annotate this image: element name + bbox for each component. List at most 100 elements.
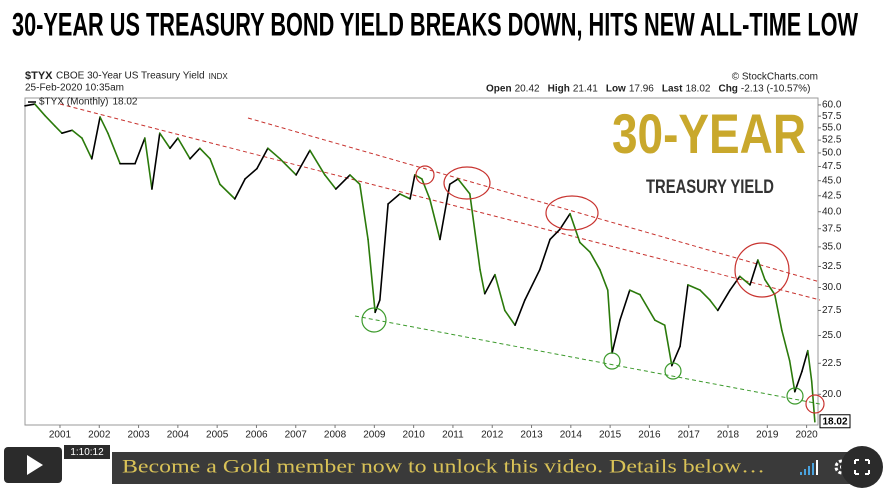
line-segment: [335, 174, 351, 190]
line-segment: [177, 137, 191, 160]
time-tooltip: [64, 445, 110, 459]
quote-value: 20.42: [515, 84, 540, 95]
line-segment: [469, 193, 481, 271]
line-segment: [483, 273, 496, 295]
line-segment: [549, 228, 561, 241]
trend-line: [247, 117, 821, 283]
quote-value: 17.96: [629, 84, 654, 95]
volume-icon[interactable]: [800, 460, 818, 475]
line-segment: [367, 238, 376, 314]
line-segment: [374, 299, 381, 314]
y-tick-label: 22.5: [822, 358, 842, 369]
line-segment: [387, 193, 401, 205]
y-tick-label: 50.0: [822, 148, 842, 159]
chart-exchange: INDX: [209, 72, 229, 81]
last-value-box: [819, 414, 851, 429]
line-segment: [679, 284, 689, 348]
line-segment: [524, 268, 541, 301]
last-value-label: 18.02: [822, 416, 847, 427]
quote-value: -2.13 (-10.57%): [741, 84, 810, 95]
x-tick-label: 2002: [88, 430, 111, 441]
line-segment: [158, 132, 171, 150]
x-tick-label: 2009: [363, 430, 386, 441]
line-segment: [611, 319, 621, 354]
line-segment: [699, 289, 711, 301]
line-segment: [151, 132, 161, 190]
play-icon: [27, 455, 43, 475]
y-tick-label: 35.0: [822, 242, 842, 253]
line-segment: [349, 174, 361, 186]
trend-line: [354, 315, 821, 405]
x-tick-label: 2008: [324, 430, 347, 441]
x-tick-label: 2001: [49, 430, 72, 441]
quote-label: High: [548, 84, 570, 95]
chart-panel: [19, 64, 854, 444]
quote-label: Low: [606, 84, 626, 95]
line-segment: [44, 114, 56, 127]
line-segment: [234, 178, 246, 200]
x-tick-label: 2005: [206, 430, 229, 441]
highlights: [361, 165, 825, 414]
highlight-circle: [603, 352, 621, 370]
y-tick-label: 57.5: [822, 111, 842, 122]
quote-label: Chg: [718, 84, 737, 95]
line-segment: [244, 167, 258, 180]
line-segment: [806, 349, 813, 383]
line-segment: [134, 137, 146, 165]
line-segment: [91, 116, 101, 160]
y-tick-label: 52.5: [822, 135, 842, 146]
line-segment: [687, 284, 701, 291]
line-segment: [569, 212, 581, 244]
line-segment: [309, 149, 326, 176]
line-segment: [267, 147, 281, 160]
quote-value: 21.41: [573, 84, 598, 95]
x-tick-label: 2003: [127, 430, 150, 441]
line-segment: [781, 329, 791, 362]
x-tick-label: 2007: [285, 430, 308, 441]
line-segment: [599, 268, 609, 291]
line-segment: [279, 158, 297, 176]
line-segment: [439, 183, 451, 241]
line-segment: [144, 137, 153, 190]
line-segment: [494, 273, 506, 312]
line-segment: [788, 360, 796, 393]
line-segment: [169, 137, 179, 150]
line-segment: [757, 259, 766, 281]
annotation: TREASURY YIELD: [646, 177, 774, 198]
x-tick-label: 2017: [678, 430, 701, 441]
highlight-circle: [664, 362, 682, 380]
upsell-message[interactable]: Become a Gold member now to unlock this …: [122, 456, 765, 477]
line-segment: [729, 275, 741, 291]
volume-bar: [800, 472, 802, 475]
line-segment: [54, 125, 63, 134]
volume-bar: [808, 466, 810, 475]
highlight-circle: [415, 165, 435, 185]
legend-label: $TYX (Monthly): [39, 97, 108, 108]
line-segment: [199, 147, 211, 160]
highlight-circle: [361, 307, 387, 333]
chart-subtitle: 25-Feb-2020 10:35am: [25, 83, 124, 94]
line-segment: [219, 183, 236, 200]
x-tick-label: 2006: [245, 430, 268, 441]
line-segment: [479, 268, 486, 295]
y-tick-label: 37.5: [822, 223, 842, 234]
line-segment: [81, 137, 93, 160]
highlight-circle: [443, 166, 491, 200]
player-logo[interactable]: [841, 446, 883, 488]
y-tick-label: 20.0: [822, 389, 842, 400]
line-segment: [773, 293, 783, 332]
line-segment: [628, 289, 641, 296]
line-segment: [654, 319, 666, 326]
volume-bar: [812, 463, 814, 475]
line-segment: [739, 275, 751, 286]
y-tick-label: 47.5: [822, 161, 842, 172]
line-segment: [399, 193, 411, 200]
fullscreen-icon[interactable]: [854, 459, 870, 475]
line-segment: [421, 178, 431, 200]
line-segment: [99, 116, 109, 134]
line-segment: [663, 324, 673, 367]
chart-symbol: $TYX: [25, 70, 53, 82]
line-segment: [209, 158, 221, 186]
y-tick-label: 42.5: [822, 190, 842, 201]
